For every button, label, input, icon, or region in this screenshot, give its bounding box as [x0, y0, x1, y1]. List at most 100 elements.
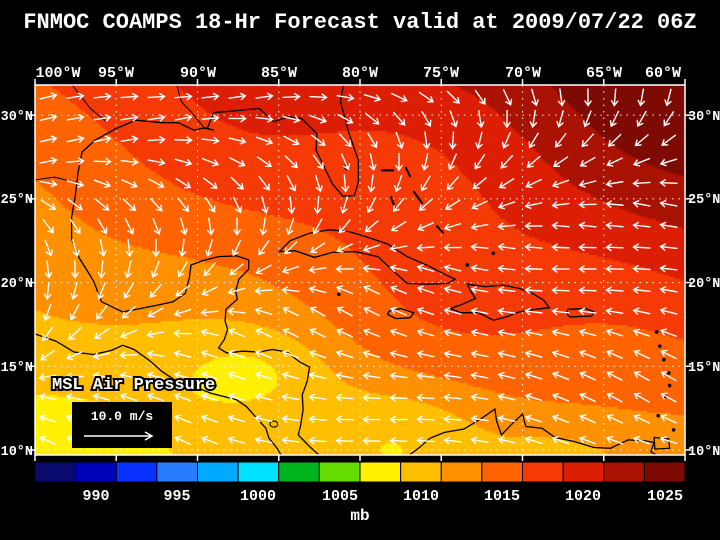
colorbar-cell [603, 461, 645, 483]
wind-arrow [174, 158, 193, 167]
wind-arrow [66, 350, 84, 361]
wind-arrow [578, 328, 597, 337]
wind-arrow [524, 436, 543, 445]
wind-arrow [660, 371, 677, 382]
wind-arrow [392, 111, 406, 126]
wind-arrow [341, 174, 350, 193]
colorbar-unit: mb [350, 507, 369, 525]
wind-arrow [255, 92, 274, 101]
wind-arrow [551, 264, 570, 273]
wind-arrow [287, 195, 296, 215]
wind-arrow [659, 178, 678, 187]
wind-arrow [335, 436, 354, 445]
wind-arrow [149, 197, 163, 212]
wind-arrow [366, 132, 378, 149]
wind-arrow [96, 304, 108, 320]
colorbar-tick: 1020 [565, 488, 601, 505]
wind-arrow [282, 115, 301, 124]
wind-arrow [389, 328, 408, 337]
wind-arrow [119, 371, 138, 380]
colorbar-cell [440, 461, 483, 483]
wind-arrow [152, 217, 162, 236]
island-dot [654, 330, 659, 334]
wind-arrow [231, 239, 242, 257]
wind-arrow [120, 113, 139, 122]
wind-arrow [632, 328, 651, 337]
island-outline [389, 196, 397, 211]
lon-label: 60°W [645, 65, 681, 82]
wind-arrow [470, 222, 489, 231]
island-dot [666, 371, 671, 375]
island-outline [653, 436, 671, 450]
wind-arrow [528, 132, 539, 149]
wind-arrow [524, 307, 543, 316]
wind-arrow [255, 114, 274, 123]
wind-arrow [659, 264, 678, 273]
wind-arrow [416, 393, 435, 402]
wind-arrow [443, 350, 462, 359]
wind-arrow [229, 263, 245, 276]
wind-arrow [551, 350, 570, 359]
wind-arrow [285, 217, 295, 236]
wind-arrow [659, 307, 678, 315]
wind-arrow [254, 414, 273, 423]
wind-arrow [449, 110, 459, 128]
wind-arrow [443, 285, 462, 294]
wind-arrow [664, 88, 672, 107]
wind-arrow [497, 414, 516, 423]
wind-arrow [362, 328, 381, 338]
wind-arrow [368, 153, 377, 172]
lon-label: 100°W [35, 65, 80, 82]
wind-arrow [255, 264, 272, 275]
wind-arrow [364, 112, 380, 125]
wind-arrow [200, 414, 219, 423]
wind-arrow [605, 243, 624, 252]
wind-arrow [255, 136, 274, 146]
colorbar-tick: 995 [163, 488, 190, 505]
wind-arrow [206, 217, 215, 236]
wind-arrow [474, 154, 486, 170]
wind-arrow [389, 436, 408, 445]
wind-arrow [309, 114, 328, 124]
wind-arrow [632, 179, 651, 188]
wind-arrow [389, 264, 408, 273]
wind-arrow [152, 238, 160, 258]
wind-arrow [96, 282, 106, 300]
wind-arrow [632, 264, 651, 273]
wind-arrow [175, 284, 191, 297]
wind-arrow [120, 135, 139, 144]
wind-arrow [582, 110, 592, 128]
wind-arrow [362, 415, 381, 424]
wind-arrow [497, 328, 516, 337]
wind-arrow [228, 114, 247, 123]
wind-arrow [393, 174, 403, 193]
wind-arrow [259, 217, 268, 236]
wind-arrow [286, 175, 297, 192]
wind-arrow [555, 132, 567, 148]
wind-arrow [497, 264, 516, 273]
wind-arrow [38, 373, 57, 382]
wind-arrow [524, 350, 543, 358]
wind-arrow [421, 153, 430, 172]
wind-arrow [526, 155, 541, 168]
wind-arrow [202, 177, 218, 189]
wind-arrow [447, 153, 458, 171]
wind-arrow [606, 349, 624, 360]
wind-arrow [660, 349, 677, 360]
island-dot [656, 413, 660, 418]
wind-arrow [659, 435, 678, 445]
wind-arrow [476, 109, 485, 129]
wind-arrow [395, 152, 403, 172]
wind-arrow [470, 350, 489, 359]
wind-arrow [470, 264, 489, 273]
wind-arrow [530, 88, 539, 107]
wind-arrow [557, 88, 566, 107]
wind-arrow [282, 306, 299, 317]
wind-arrow [121, 305, 136, 319]
lat-label: 15°N [1, 361, 33, 376]
wind-arrow [123, 282, 134, 299]
wind-arrow [39, 349, 56, 361]
wind-arrow [551, 201, 570, 209]
wind-arrow [149, 283, 163, 298]
wind-arrow [93, 328, 110, 340]
